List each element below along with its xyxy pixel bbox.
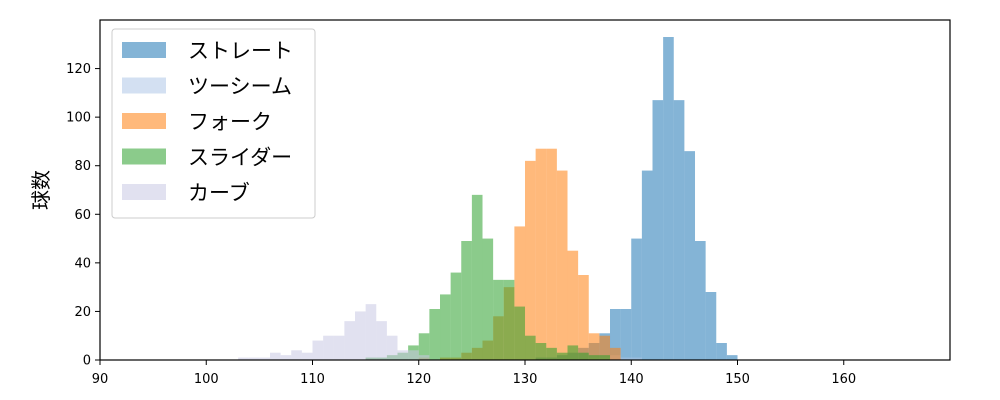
y-axis-label: 球数 (29, 170, 53, 210)
bar (684, 151, 696, 360)
bar (471, 194, 483, 360)
x-tick-label: 140 (619, 372, 644, 387)
bar (610, 309, 621, 360)
bar (397, 350, 409, 360)
legend-swatch (122, 42, 166, 58)
bar (588, 333, 600, 360)
y-tick-label: 40 (74, 256, 91, 271)
bar (514, 306, 526, 360)
bar (673, 100, 685, 360)
bar (631, 357, 642, 360)
bar (620, 309, 632, 360)
bar (301, 352, 313, 360)
y-axis: 0 20 40 60 80 100 120 (66, 62, 100, 369)
y-tick-label: 0 (83, 354, 91, 369)
bar (652, 100, 664, 360)
legend-label: フォーク (188, 110, 272, 134)
legend-label: ストレート (188, 39, 293, 63)
x-axis: 90 100 110 120 130 140 150 160 (92, 360, 856, 387)
bar (705, 292, 717, 360)
bar (514, 226, 526, 360)
bar (525, 335, 536, 360)
bar (333, 335, 345, 360)
bars-layer (238, 37, 738, 360)
bar (599, 335, 611, 360)
bar (418, 333, 430, 360)
series-4 (365, 194, 611, 360)
bar (525, 160, 536, 360)
bar (355, 311, 366, 360)
bar (663, 37, 674, 360)
bar (344, 321, 356, 360)
y-tick-label: 120 (66, 62, 91, 77)
bar (503, 279, 515, 360)
bar (259, 357, 271, 360)
legend-swatch (122, 148, 166, 165)
x-tick-label: 160 (831, 372, 856, 387)
bar (291, 350, 302, 360)
bar (610, 347, 621, 360)
bar (280, 355, 292, 360)
bar (556, 170, 568, 360)
bar (408, 350, 419, 360)
bar (599, 355, 611, 360)
bar (365, 304, 377, 360)
bar (567, 345, 579, 360)
x-tick-label: 90 (92, 372, 109, 387)
legend-label: カーブ (188, 181, 250, 205)
series-1 (535, 37, 738, 360)
bar (386, 335, 398, 360)
bar (450, 272, 462, 360)
bar (695, 241, 706, 360)
bar (440, 294, 451, 360)
bar (620, 357, 632, 360)
legend-box (111, 28, 316, 219)
bar (546, 148, 557, 360)
x-tick-label: 110 (300, 372, 325, 387)
bar (726, 355, 738, 360)
bar (376, 321, 387, 360)
bar (578, 352, 589, 360)
bar (482, 238, 494, 360)
series-5 (238, 304, 430, 360)
bar (270, 352, 281, 360)
bar (418, 355, 430, 360)
x-tick-label: 100 (194, 372, 219, 387)
y-tick-label: 60 (74, 208, 91, 223)
bar (556, 352, 568, 360)
bar (535, 343, 547, 360)
legend-swatch (122, 77, 166, 94)
bar (578, 275, 589, 360)
legend-swatch (122, 184, 166, 200)
bar (493, 279, 504, 360)
legend-swatch (122, 113, 166, 129)
bar (248, 357, 260, 360)
x-tick-label: 130 (513, 372, 538, 387)
bar (429, 309, 441, 360)
bar (546, 347, 557, 360)
legend-label: ツーシーム (188, 75, 292, 99)
bar (631, 238, 642, 360)
bar (567, 250, 579, 360)
bar (312, 340, 324, 360)
y-tick-label: 20 (74, 305, 91, 320)
bar (641, 170, 653, 360)
bar (535, 148, 547, 360)
bar (323, 335, 334, 360)
x-tick-label: 120 (406, 372, 431, 387)
bar (461, 241, 472, 360)
legend-label: スライダー (188, 146, 292, 170)
y-tick-label: 100 (66, 111, 91, 126)
bar (238, 357, 249, 360)
x-tick-label: 150 (725, 372, 750, 387)
bar (716, 343, 727, 360)
bar (588, 355, 600, 360)
y-tick-label: 80 (74, 159, 91, 174)
